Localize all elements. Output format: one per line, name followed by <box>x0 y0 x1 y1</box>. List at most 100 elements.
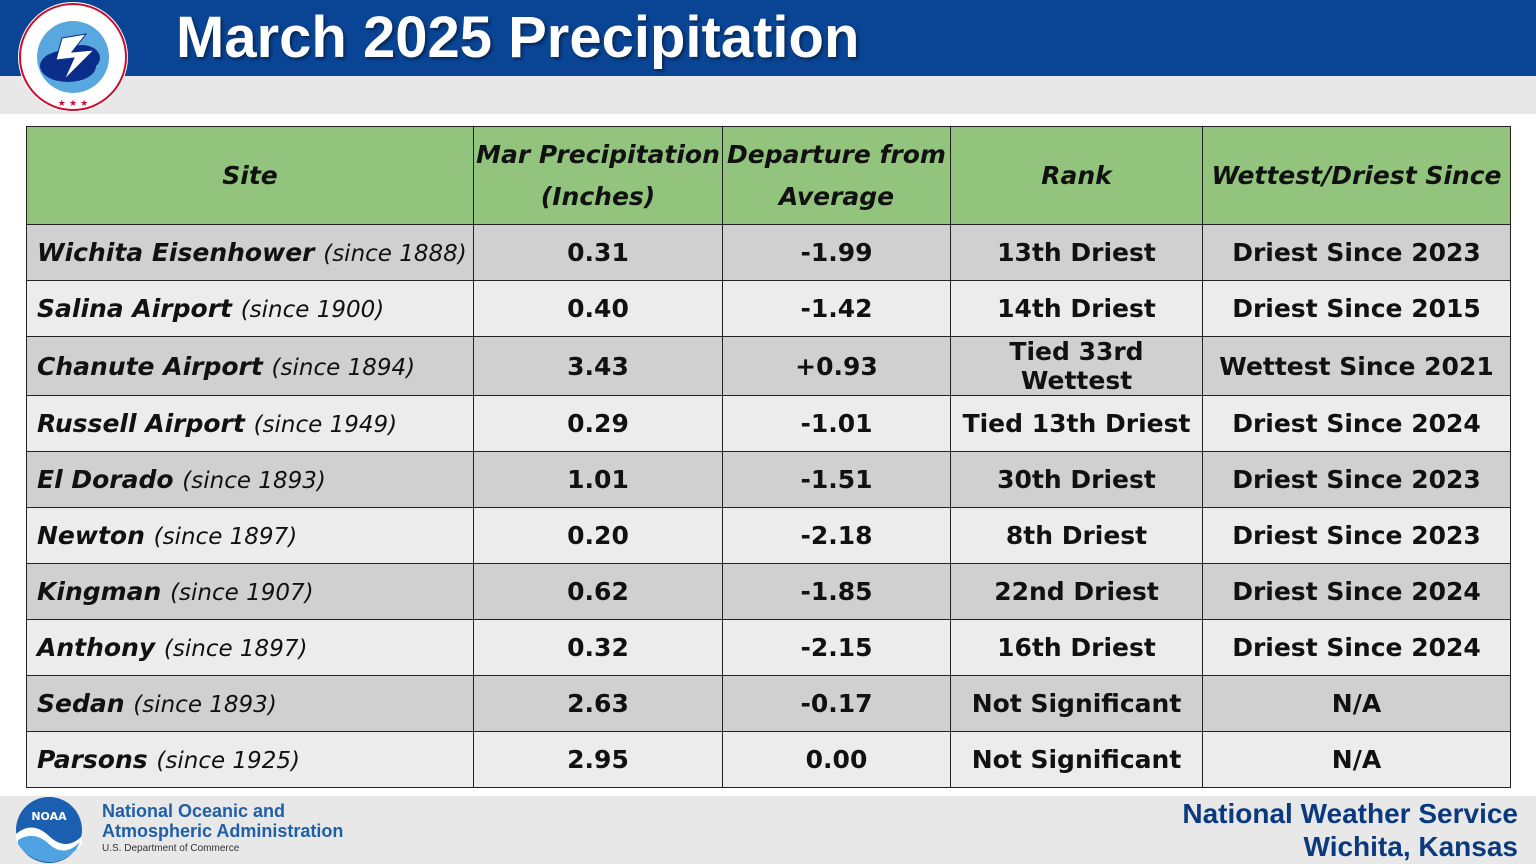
rank-cell: 22nd Driest <box>950 563 1203 620</box>
rank-cell: Not Significant <box>950 675 1203 732</box>
table-row: Anthony (since 1897) 0.32 -2.15 16th Dri… <box>26 619 1511 676</box>
site-name: Russell Airport <box>37 409 245 438</box>
site-name: Newton <box>37 521 145 550</box>
column-header-precipitation: Mar Precipitation (Inches) <box>473 126 723 225</box>
precip-cell: 0.20 <box>473 507 723 564</box>
column-header-site: Site <box>26 126 474 225</box>
site-since: (since 1925) <box>156 748 300 774</box>
site-since: (since 1893) <box>133 692 277 718</box>
rank-cell: 8th Driest <box>950 507 1203 564</box>
departure-cell: -1.42 <box>722 280 951 337</box>
table-row: Salina Airport (since 1900) 0.40 -1.42 1… <box>26 280 1511 337</box>
rank-cell: 16th Driest <box>950 619 1203 676</box>
record-cell: Driest Since 2024 <box>1202 619 1511 676</box>
noaa-line-2: Atmospheric Administration <box>102 821 344 841</box>
site-cell: Russell Airport (since 1949) <box>26 395 474 452</box>
column-header-rank: Rank <box>950 126 1203 225</box>
record-cell: Driest Since 2023 <box>1202 451 1511 508</box>
column-header-since: Wettest/Driest Since <box>1202 126 1511 225</box>
departure-cell: 0.00 <box>722 731 951 788</box>
nws-name: National Weather Service <box>1182 798 1518 829</box>
site-name: Sedan <box>37 689 125 718</box>
precip-cell: 2.95 <box>473 731 723 788</box>
record-cell: Driest Since 2024 <box>1202 395 1511 452</box>
site-name: El Dorado <box>37 465 174 494</box>
page-title: March 2025 Precipitation <box>176 5 860 70</box>
site-cell: Parsons (since 1925) <box>26 731 474 788</box>
site-cell: Salina Airport (since 1900) <box>26 280 474 337</box>
svg-text:NOAA: NOAA <box>31 810 67 823</box>
table-row: Parsons (since 1925) 2.95 0.00 Not Signi… <box>26 731 1511 788</box>
departure-cell: -1.99 <box>722 224 951 281</box>
site-since: (since 1897) <box>163 636 308 662</box>
departure-cell: -2.18 <box>722 507 951 564</box>
noaa-name: National Oceanic and Atmospheric Adminis… <box>102 801 343 854</box>
site-cell: Anthony (since 1897) <box>26 619 474 676</box>
rank-cell: 13th Driest <box>950 224 1203 281</box>
site-since: (since 1893) <box>182 468 326 494</box>
departure-cell: +0.93 <box>722 336 951 396</box>
table-row: Sedan (since 1893) 2.63 -0.17 Not Signif… <box>26 675 1511 732</box>
rank-cell: Tied 13th Driest <box>950 395 1203 452</box>
rank-cell: Not Significant <box>950 731 1203 788</box>
header-banner <box>0 0 1536 76</box>
site-name: Chanute Airport <box>37 351 263 381</box>
site-since: (since 1949) <box>253 412 398 438</box>
nws-office: National Weather Service Wichita, Kansas <box>1182 797 1518 863</box>
svg-text:★ ★ ★: ★ ★ ★ <box>58 99 88 109</box>
site-name: Wichita Eisenhower <box>37 238 315 267</box>
site-since: (since 1907) <box>170 580 314 606</box>
precip-cell: 0.32 <box>473 619 723 676</box>
site-name: Kingman <box>37 577 162 606</box>
departure-cell: -1.01 <box>722 395 951 452</box>
site-name: Salina Airport <box>37 294 232 323</box>
departure-cell: -1.85 <box>722 563 951 620</box>
site-cell: Wichita Eisenhower (since 1888) <box>26 224 474 281</box>
rank-cell: Tied 33rd Wettest <box>950 336 1203 396</box>
site-since: (since 1900) <box>240 297 385 323</box>
footer-bar <box>0 796 1536 864</box>
table-row: El Dorado (since 1893) 1.01 -1.51 30th D… <box>26 451 1511 508</box>
rank-cell: 14th Driest <box>950 280 1203 337</box>
record-cell: Wettest Since 2021 <box>1202 336 1511 396</box>
table-header-row: Site Mar Precipitation (Inches) Departure… <box>26 126 1511 225</box>
site-since: (since 1894) <box>271 354 416 381</box>
precip-cell: 0.40 <box>473 280 723 337</box>
precip-cell: 0.62 <box>473 563 723 620</box>
record-cell: Driest Since 2015 <box>1202 280 1511 337</box>
noaa-logo: NOAA <box>16 797 82 863</box>
site-cell: Newton (since 1897) <box>26 507 474 564</box>
nws-location: Wichita, Kansas <box>1303 831 1518 862</box>
noaa-department: U.S. Department of Commerce <box>102 843 240 854</box>
precip-cell: 2.63 <box>473 675 723 732</box>
departure-cell: -2.15 <box>722 619 951 676</box>
record-cell: N/A <box>1202 731 1511 788</box>
table-row: Wichita Eisenhower (since 1888) 0.31 -1.… <box>26 224 1511 281</box>
noaa-line-1: National Oceanic and <box>102 801 286 821</box>
precip-cell: 0.31 <box>473 224 723 281</box>
site-name: Parsons <box>37 745 148 774</box>
table-row: Chanute Airport (since 1894) 3.43 +0.93 … <box>26 336 1511 396</box>
table-row: Newton (since 1897) 0.20 -2.18 8th Dries… <box>26 507 1511 564</box>
column-header-departure: Departure from Average <box>722 126 951 225</box>
record-cell: Driest Since 2023 <box>1202 224 1511 281</box>
site-since: (since 1888) <box>323 241 467 267</box>
site-since: (since 1897) <box>153 524 298 550</box>
site-name: Anthony <box>37 633 156 662</box>
nws-logo: ★ ★ ★ <box>18 2 128 112</box>
departure-cell: -0.17 <box>722 675 951 732</box>
rank-cell: 30th Driest <box>950 451 1203 508</box>
site-cell: El Dorado (since 1893) <box>26 451 474 508</box>
record-cell: N/A <box>1202 675 1511 732</box>
table-row: Russell Airport (since 1949) 0.29 -1.01 … <box>26 395 1511 452</box>
table-row: Kingman (since 1907) 0.62 -1.85 22nd Dri… <box>26 563 1511 620</box>
precip-cell: 1.01 <box>473 451 723 508</box>
record-cell: Driest Since 2024 <box>1202 563 1511 620</box>
record-cell: Driest Since 2023 <box>1202 507 1511 564</box>
precipitation-table: Site Mar Precipitation (Inches) Departure… <box>26 126 1511 788</box>
site-cell: Kingman (since 1907) <box>26 563 474 620</box>
site-cell: Chanute Airport (since 1894) <box>26 336 474 396</box>
departure-cell: -1.51 <box>722 451 951 508</box>
precip-cell: 0.29 <box>473 395 723 452</box>
precip-cell: 3.43 <box>473 336 723 396</box>
